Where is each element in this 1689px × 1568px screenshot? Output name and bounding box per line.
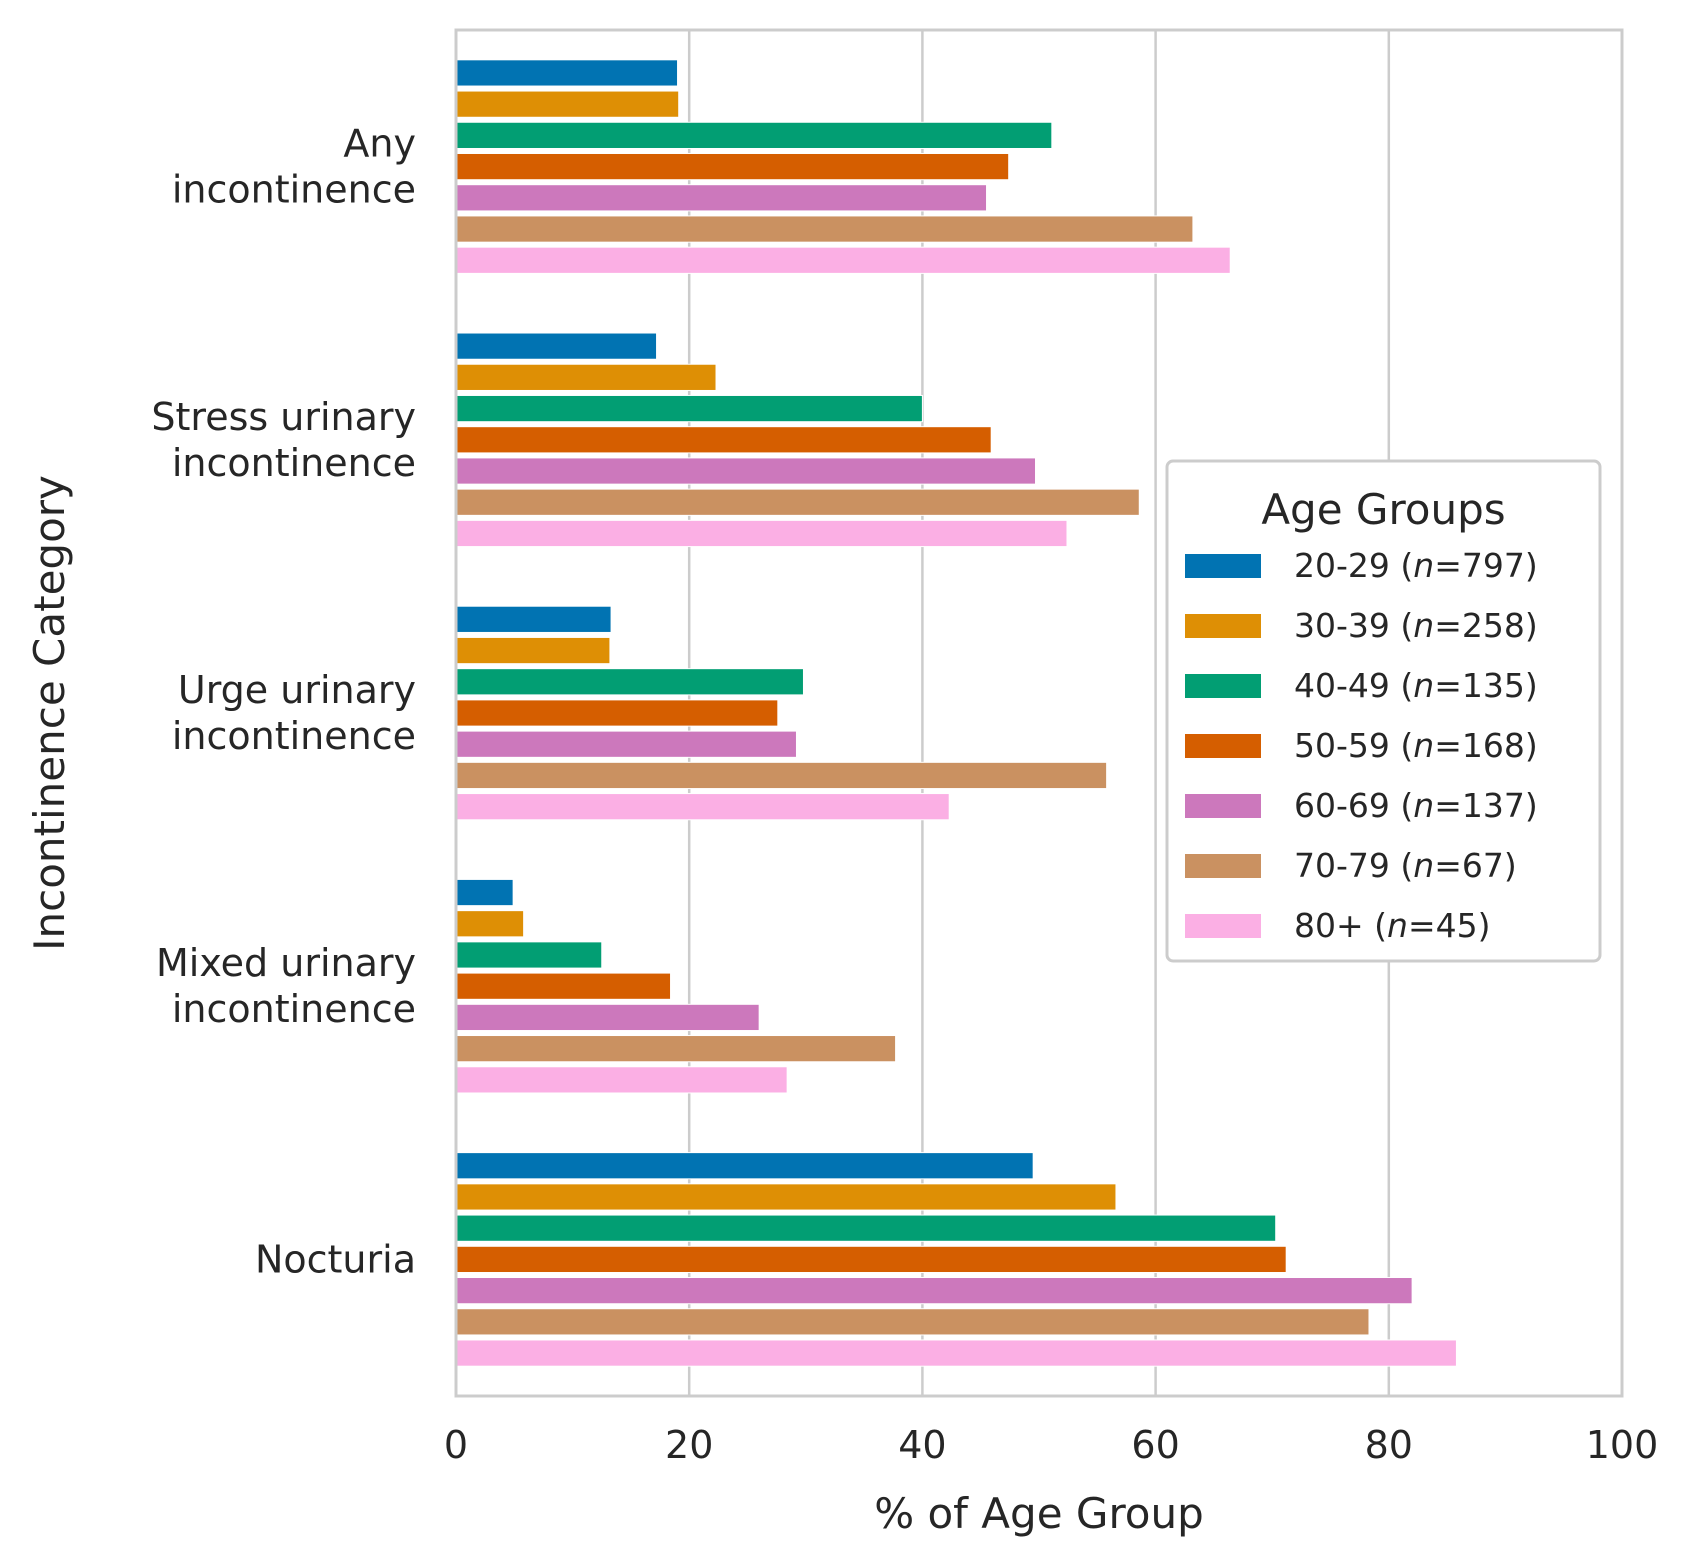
bar xyxy=(455,332,658,360)
bar xyxy=(455,972,672,1000)
bar xyxy=(455,1152,1034,1180)
bar xyxy=(455,1245,1287,1274)
legend: Age Groups 20-29 (n=797) 30-39 (n=258) 40-… xyxy=(1165,459,1602,963)
y-tick-label: Urge urinary incontinence xyxy=(172,668,416,758)
bar xyxy=(455,1214,1277,1242)
x-tick-label: 60 xyxy=(1131,1423,1179,1467)
x-tick-labels: 0 20 40 60 80 100 xyxy=(444,1423,1658,1467)
legend-label: 80+ (n=45) xyxy=(1294,906,1490,945)
legend-swatch xyxy=(1185,914,1261,938)
bar xyxy=(455,878,514,907)
legend-label: 40-49 (n=135) xyxy=(1294,666,1538,705)
legend-swatch xyxy=(1185,674,1261,698)
legend-label: 50-59 (n=168) xyxy=(1294,726,1538,765)
bar xyxy=(455,699,779,727)
legend-swatch xyxy=(1185,734,1261,758)
bar xyxy=(455,519,1068,548)
legend-swatch xyxy=(1185,854,1261,878)
y-tick-label: Stress urinary incontinence xyxy=(151,395,416,485)
legend-swatch xyxy=(1185,794,1261,818)
bar xyxy=(455,1183,1117,1211)
legend-swatch xyxy=(1185,614,1261,638)
legend-label: 70-79 (n=67) xyxy=(1294,846,1517,885)
bar xyxy=(455,1003,760,1032)
legend-title: Age Groups xyxy=(1261,485,1505,534)
bar xyxy=(455,394,923,423)
bar xyxy=(455,1308,1370,1336)
bar xyxy=(455,1277,1413,1305)
bar xyxy=(455,457,1037,485)
x-tick-label: 20 xyxy=(665,1423,713,1467)
bar xyxy=(455,184,988,212)
bar xyxy=(455,941,603,969)
bar xyxy=(455,215,1194,243)
plot-frame xyxy=(454,28,1624,1398)
bar xyxy=(455,1066,788,1094)
legend-box xyxy=(1165,459,1602,963)
legend-label: 30-39 (n=258) xyxy=(1294,606,1538,645)
bar xyxy=(455,636,611,665)
y-tick-label: Mixed urinary incontinence xyxy=(156,941,416,1031)
legend-label: 20-29 (n=797) xyxy=(1294,546,1538,585)
x-tick-label: 0 xyxy=(444,1423,468,1467)
bars xyxy=(455,59,1457,1367)
bar xyxy=(455,121,1053,149)
bar xyxy=(455,488,1140,516)
bar xyxy=(455,793,950,821)
bar xyxy=(455,761,1108,790)
bar xyxy=(455,152,1010,181)
bar xyxy=(455,426,992,454)
legend-label: 60-69 (n=137) xyxy=(1294,786,1538,825)
y-axis-label: Incontinence Category xyxy=(25,475,74,951)
bar xyxy=(455,90,680,118)
y-tick-labels: Any incontinence Stress urinary incontinenc… xyxy=(151,122,416,1282)
bar xyxy=(455,668,804,696)
bar xyxy=(455,605,612,633)
bar xyxy=(455,246,1231,274)
legend-items: 20-29 (n=797) 30-39 (n=258) 40-49 (n=135) 5… xyxy=(1185,546,1538,945)
bar xyxy=(455,1035,897,1063)
x-tick-label: 40 xyxy=(898,1423,946,1467)
bar xyxy=(455,730,797,758)
bar xyxy=(455,59,679,87)
x-tick-label: 80 xyxy=(1365,1423,1413,1467)
bar xyxy=(455,1339,1457,1367)
x-tick-label: 100 xyxy=(1586,1423,1659,1467)
bar xyxy=(455,910,525,938)
x-axis-label: % of Age Group xyxy=(874,1489,1204,1538)
legend-swatch xyxy=(1185,554,1261,578)
y-tick-label: Nocturia xyxy=(255,1237,416,1281)
bar xyxy=(455,363,717,391)
y-tick-label: Any incontinence xyxy=(172,122,416,212)
